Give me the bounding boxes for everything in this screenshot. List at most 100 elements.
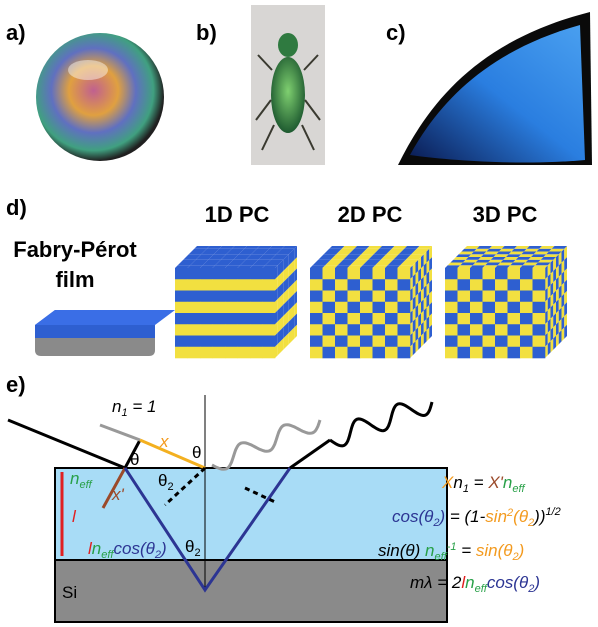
cube-cell — [415, 271, 419, 285]
cube-cell — [445, 265, 461, 268]
cube-cell — [372, 290, 386, 303]
cube-cell — [410, 344, 413, 358]
cube-cell — [447, 262, 463, 266]
cube-cell — [283, 313, 286, 328]
cube-cell — [262, 301, 276, 314]
cube-cell — [318, 257, 334, 260]
cube-cell — [283, 335, 286, 350]
cube-cell — [564, 291, 567, 305]
cube-cell — [372, 335, 386, 348]
cube-cell — [520, 301, 533, 314]
cube-cell — [294, 302, 297, 317]
cube-cell — [470, 290, 483, 303]
cube-cell — [360, 279, 373, 291]
cube-cell — [418, 279, 421, 294]
cube-cell — [286, 310, 289, 325]
cube-cell — [250, 335, 263, 348]
cube-cell — [556, 321, 559, 336]
cube-cell — [322, 290, 336, 303]
cube-cell — [532, 279, 546, 291]
cube-cell — [423, 262, 427, 277]
label: n1 = 1 — [112, 397, 156, 419]
cube-cell — [368, 257, 384, 260]
cube-cell — [346, 254, 362, 257]
cube-cell — [335, 301, 348, 314]
cube-cell — [261, 254, 277, 257]
cube-cell — [408, 254, 424, 257]
cube-cell — [412, 285, 416, 299]
cube-cell — [195, 257, 211, 260]
cube-cell — [481, 254, 497, 257]
cube-cell — [347, 279, 361, 291]
cube-cell — [561, 293, 565, 308]
cube-cell — [200, 268, 213, 280]
cube-cell — [445, 301, 458, 314]
cube-cell — [201, 251, 217, 255]
cube-cell — [421, 333, 424, 347]
cube-cell — [511, 248, 527, 252]
cube-cell — [254, 248, 270, 252]
cube-cell — [500, 259, 516, 263]
cube-cell — [550, 293, 554, 308]
cube-cell — [556, 310, 559, 325]
cube-cell — [322, 324, 336, 336]
cube-cell — [294, 279, 297, 294]
cube-cell — [198, 254, 214, 257]
cube-cell — [553, 279, 556, 294]
cube-cell — [312, 262, 328, 266]
cube-cell — [380, 257, 396, 260]
cube-cell — [482, 313, 496, 325]
cube-cell — [412, 341, 416, 356]
cube-cell — [418, 290, 421, 305]
cube-cell — [266, 248, 282, 252]
cube-cell — [175, 265, 191, 268]
cube-cell — [483, 251, 499, 255]
equation: cos(θ2) = (1-sin2(θ2))1/2 — [392, 506, 561, 529]
cube-cell — [532, 335, 546, 348]
cube-cell — [507, 290, 521, 303]
cube-cell — [283, 279, 286, 294]
cube-cell — [538, 259, 554, 263]
cube-cell — [556, 276, 559, 291]
cube-cell — [445, 346, 458, 359]
cube-cell — [429, 302, 432, 317]
cube-cell — [553, 290, 556, 305]
cube-cell — [472, 262, 488, 266]
cube-cell — [547, 285, 551, 299]
cube-cell — [183, 257, 199, 260]
cube-cell — [175, 279, 188, 291]
cube-cell — [291, 316, 295, 331]
cube-cell — [212, 268, 226, 280]
cube-cell — [200, 265, 216, 268]
cube-cell — [273, 254, 289, 257]
cube-cell — [281, 246, 297, 249]
cube-cell — [507, 265, 523, 268]
cube-cell — [225, 279, 238, 291]
cube-cell — [397, 324, 411, 336]
label: θ — [192, 443, 201, 462]
cube-cell — [416, 246, 432, 249]
cube-cell — [396, 254, 412, 257]
cube-cell — [457, 346, 471, 359]
cube-cell — [335, 279, 348, 291]
cube-cell — [376, 248, 392, 252]
beetle-legs — [255, 54, 321, 151]
cube-cell — [385, 313, 398, 325]
cube-cell — [347, 301, 361, 314]
panel-label: a) — [6, 20, 26, 45]
cube-cell — [429, 268, 432, 283]
cube-cell — [418, 324, 421, 339]
cube-cell — [415, 316, 419, 330]
cube-cell — [515, 257, 531, 260]
cube-cell — [277, 262, 281, 277]
cube-cell — [310, 324, 323, 336]
heading: 1D PC — [205, 202, 270, 227]
heading: 2D PC — [338, 202, 403, 227]
cube-cell — [340, 259, 356, 263]
cube-cell — [322, 265, 338, 268]
cube-cell — [547, 307, 551, 322]
cube-cell — [445, 279, 458, 291]
cube-cell — [429, 257, 432, 272]
cube-cell — [495, 265, 511, 268]
